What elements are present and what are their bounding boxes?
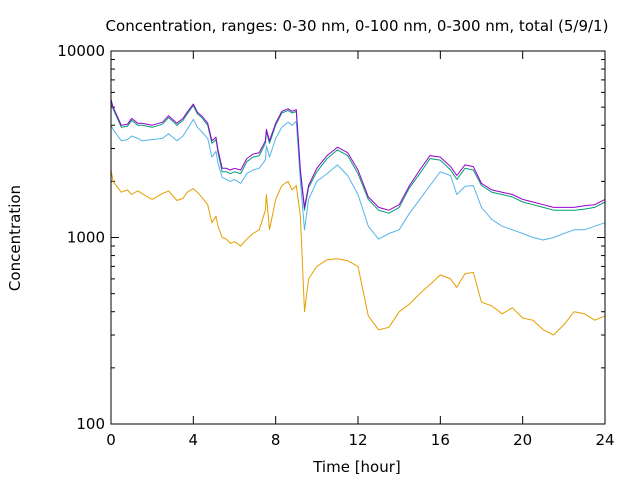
x-axis-label: Time [hour] xyxy=(312,458,401,476)
y-tick-label: 10000 xyxy=(57,42,105,60)
series-line-4 xyxy=(110,99,606,211)
x-tick-label: 16 xyxy=(431,431,450,449)
plot-frame xyxy=(110,50,606,425)
series-line-1 xyxy=(110,169,606,336)
y-axis-label: Concentration xyxy=(6,185,24,291)
x-tick-label: 4 xyxy=(189,431,199,449)
y-tick-label: 100 xyxy=(76,415,105,433)
x-tick-label: 12 xyxy=(348,431,367,449)
series-line-3 xyxy=(110,103,606,214)
x-tick-label: 24 xyxy=(595,431,614,449)
y-tick-label: 1000 xyxy=(67,229,105,247)
x-tick-label: 0 xyxy=(106,431,116,449)
series-line-2 xyxy=(110,118,606,241)
chart-title: Concentration, ranges: 0-30 nm, 0-100 nm… xyxy=(106,17,609,35)
x-tick-label: 8 xyxy=(271,431,281,449)
x-tick-label: 20 xyxy=(513,431,532,449)
